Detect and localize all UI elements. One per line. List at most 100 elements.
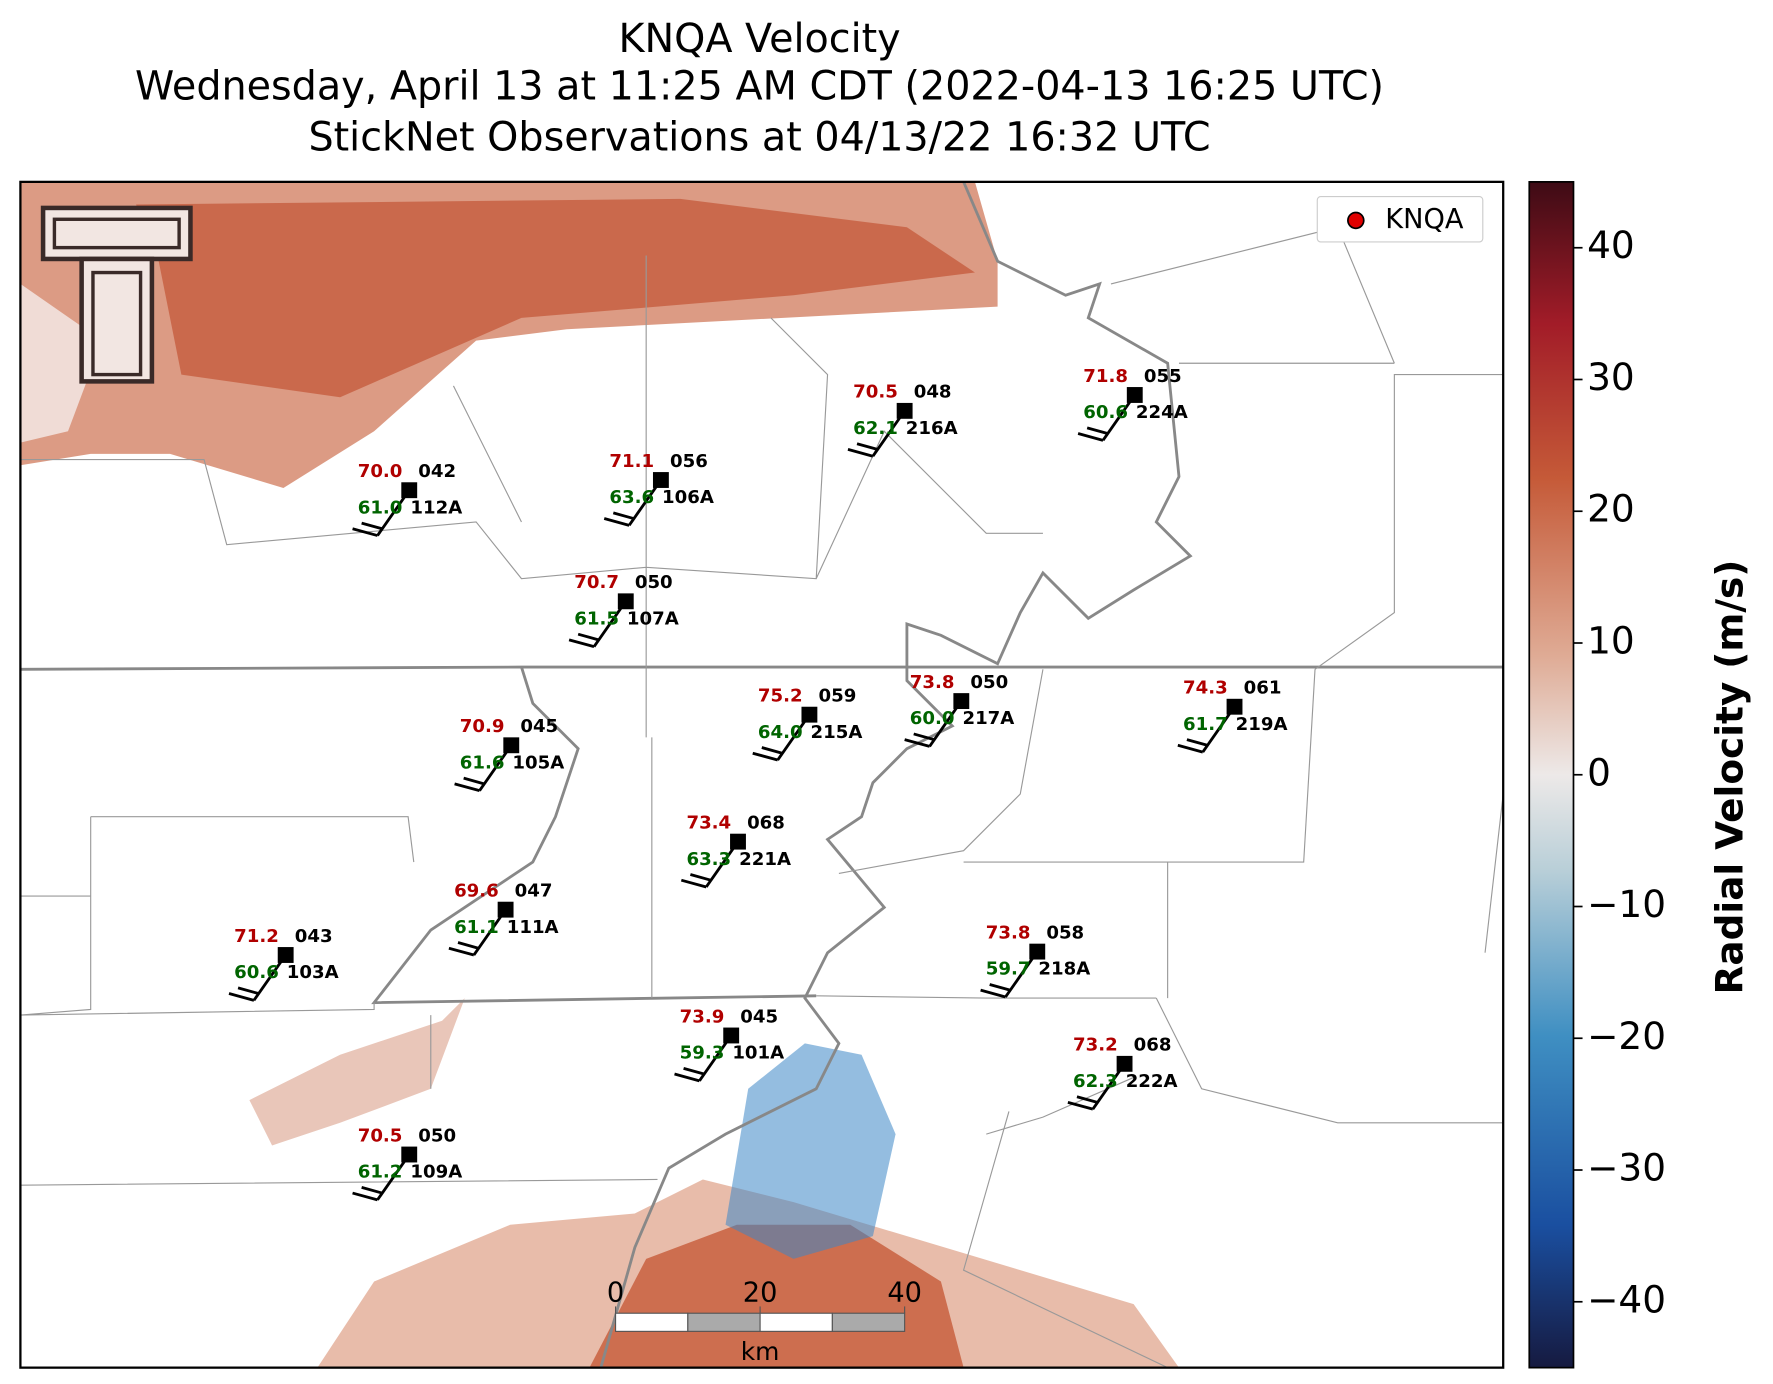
wind-barb	[612, 511, 635, 520]
legend: KNQA	[1316, 196, 1484, 243]
station-marker	[1029, 943, 1046, 960]
station-marker	[617, 593, 634, 610]
temperature: 69.6	[454, 881, 499, 902]
scale-segment	[687, 1312, 761, 1332]
station: 73.8 058 59.7 218A	[980, 922, 1090, 999]
wind-barb	[448, 946, 475, 957]
dewpoint: 61.1	[454, 917, 499, 938]
subtitle: Wednesday, April 13 at 11:25 AM CDT (202…	[135, 63, 1384, 109]
station-obs: 061	[1244, 678, 1282, 699]
temperature: 73.2	[1073, 1035, 1118, 1056]
station-marker	[277, 947, 294, 963]
station-obs: 068	[1134, 1035, 1172, 1056]
logo	[40, 205, 193, 384]
temperature: 74.3	[1183, 678, 1228, 699]
colorbar-tick-label: −30	[1587, 1146, 1666, 1190]
radar-echo	[20, 283, 103, 443]
station: 69.6 047 61.1 111A	[448, 881, 559, 957]
station: 71.1 056 63.6 106A	[603, 451, 714, 527]
wind-barb	[352, 1191, 378, 1202]
station-id: 111A	[507, 917, 559, 938]
station-marker	[730, 833, 746, 850]
station-marker	[401, 1146, 418, 1163]
station-id: 105A	[512, 752, 564, 773]
title: KNQA Velocity	[618, 16, 900, 62]
wind-barb	[1086, 426, 1108, 435]
dewpoint: 60.6	[1083, 402, 1128, 423]
station-id: 215A	[811, 722, 863, 743]
county-border	[20, 226, 1504, 1368]
temperature: 70.7	[574, 572, 619, 593]
wind-barb	[680, 878, 707, 889]
dewpoint: 61.7	[1183, 714, 1228, 735]
station-id: 109A	[410, 1162, 462, 1183]
wind-barb	[454, 782, 480, 792]
radar-echo	[136, 198, 975, 398]
wind-barb	[683, 1067, 705, 1076]
wind-barb	[577, 632, 599, 642]
station-marker	[723, 1027, 740, 1044]
colorbar-tick-label: −40	[1587, 1277, 1666, 1321]
colorbar-tick-label: −10	[1587, 882, 1666, 926]
colorbar-tick-label: 0	[1587, 750, 1611, 794]
legend-label: KNQA	[1385, 204, 1464, 235]
scale-tick-label: 20	[743, 1277, 778, 1308]
dewpoint: 60.6	[234, 962, 279, 983]
scale-segment	[831, 1312, 906, 1332]
station: 70.9 045 61.6 105A	[454, 716, 564, 792]
station-marker	[1116, 1055, 1133, 1072]
station-marker	[401, 482, 418, 499]
wind-barb	[568, 638, 595, 649]
map-area	[20, 181, 1504, 1368]
station: 73.9 045 59.3 101A	[674, 1006, 784, 1083]
state-border	[371, 666, 817, 1005]
wind-barb	[913, 732, 935, 741]
station: 70.0 042 61.0 112A	[352, 461, 462, 537]
station-id: 219A	[1236, 714, 1288, 735]
station-obs: 058	[1046, 922, 1084, 943]
wind-barb	[989, 983, 1011, 992]
temperature: 70.9	[460, 716, 505, 737]
station-id: 221A	[739, 849, 791, 870]
river	[599, 181, 1193, 1368]
dewpoint: 60.0	[910, 708, 955, 729]
wind-barb	[603, 517, 630, 527]
wind-barb	[237, 986, 259, 995]
station-id: 101A	[732, 1043, 784, 1064]
station-obs: 059	[818, 686, 856, 707]
legend-marker	[1347, 211, 1365, 230]
wind-barb	[856, 442, 878, 451]
station: 70.5 050 61.2 109A	[352, 1125, 462, 1202]
station-obs: 055	[1144, 366, 1182, 387]
temperature: 75.2	[758, 686, 803, 707]
wind-barb	[904, 738, 930, 748]
wind-barb	[457, 941, 479, 950]
station-marker	[1126, 387, 1143, 403]
station-id: 224A	[1136, 402, 1188, 423]
colorbar	[1528, 181, 1575, 1369]
dewpoint: 61.6	[460, 752, 505, 773]
station: 74.3 061 61.7 219A	[1177, 678, 1288, 754]
wind-barb	[361, 521, 383, 531]
station-marker	[497, 901, 514, 918]
temperature: 70.0	[358, 461, 403, 482]
station: 71.2 043 60.6 103A	[228, 926, 339, 1002]
temperature: 70.5	[358, 1125, 403, 1146]
temperature: 71.8	[1083, 366, 1128, 387]
temperature: 70.5	[853, 382, 898, 403]
station-obs: 050	[418, 1125, 456, 1146]
radar-echo	[725, 1043, 896, 1259]
wind-barb	[228, 992, 255, 1002]
station-obs: 047	[515, 881, 553, 902]
dewpoint: 62.3	[1073, 1071, 1118, 1092]
temperature: 73.8	[910, 672, 955, 693]
wind-barb	[761, 746, 783, 755]
station-id: 217A	[962, 708, 1014, 729]
station-marker	[896, 402, 913, 419]
wind-barb	[847, 448, 874, 458]
station-obs: 048	[914, 382, 952, 403]
temperature: 71.1	[609, 451, 654, 472]
scale-tick-label: 40	[887, 1277, 922, 1308]
station: 73.4 068 63.3 221A	[680, 813, 791, 889]
